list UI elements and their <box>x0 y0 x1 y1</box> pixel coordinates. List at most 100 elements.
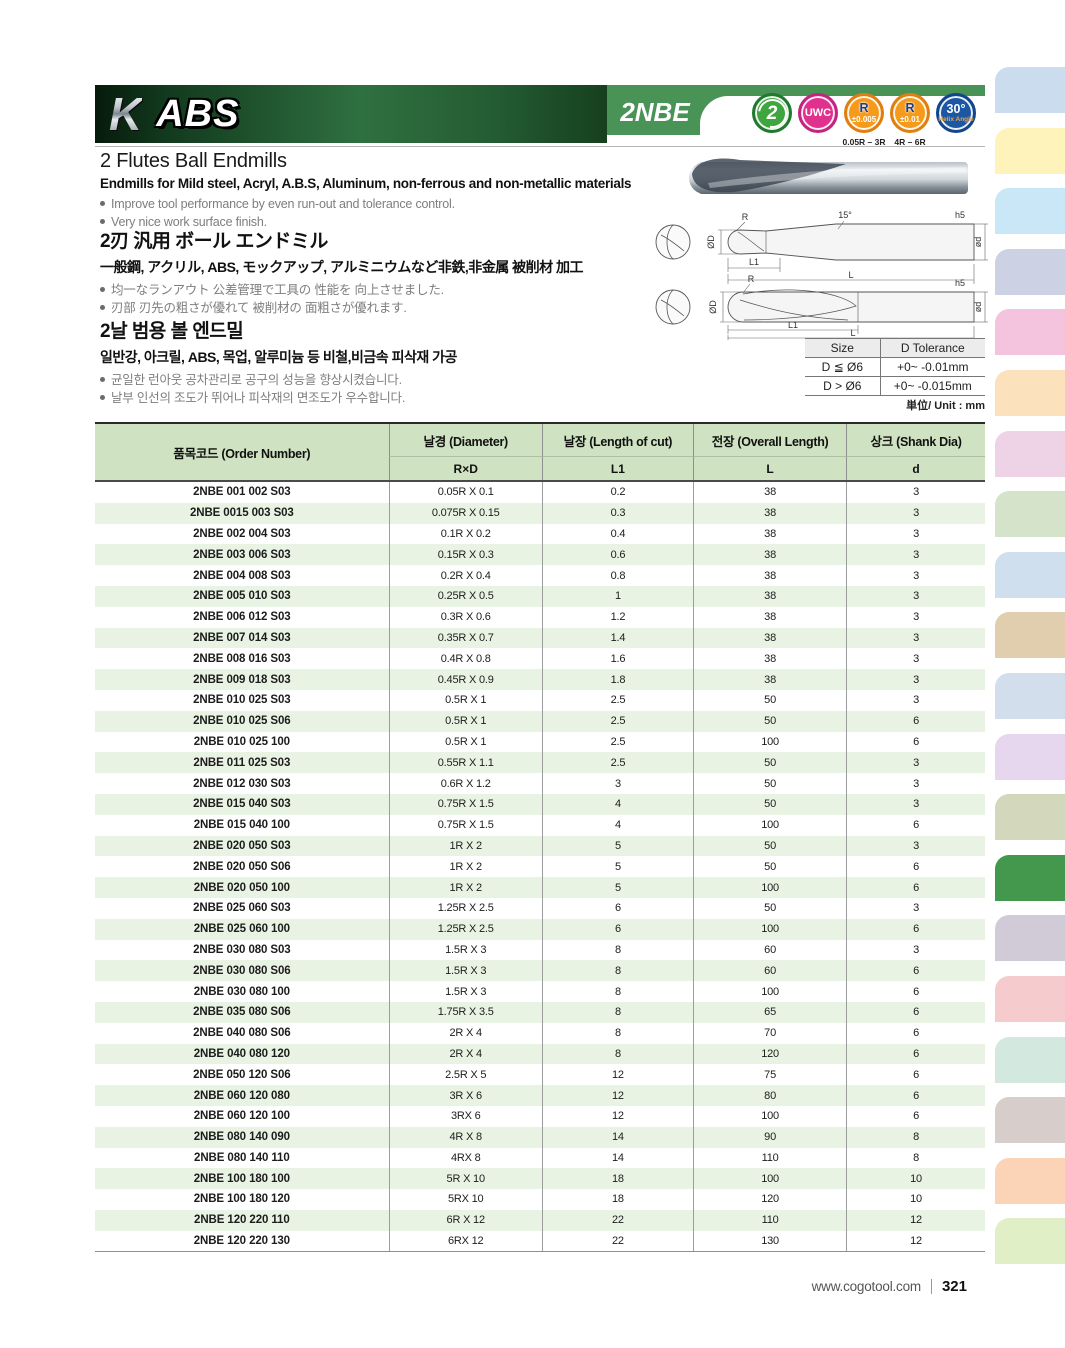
value-cell: 6 <box>846 960 985 982</box>
sidebar-tab-9[interactable] <box>995 551 1065 598</box>
value-cell: 1.75R X 3.5 <box>388 1001 542 1023</box>
value-cell: 1.5R X 3 <box>388 981 542 1002</box>
value-cell: 3 <box>846 544 985 566</box>
sidebar-tab-15[interactable] <box>995 915 1065 962</box>
value-cell: 0.3 <box>541 502 693 524</box>
value-cell: 4R X 8 <box>388 1126 542 1148</box>
value-cell: 8 <box>846 1126 985 1148</box>
value-cell: 12 <box>541 1064 693 1086</box>
value-cell: 3 <box>846 627 985 649</box>
sidebar-tab-11[interactable] <box>995 673 1065 719</box>
order-number-cell: 2NBE 060 120 100 <box>193 1110 290 1123</box>
value-cell: 1R X 2 <box>388 877 542 898</box>
value-cell: 6 <box>846 1001 985 1023</box>
sidebar-tab-13[interactable] <box>995 794 1065 841</box>
sidebar-tab-18[interactable] <box>995 1097 1065 1144</box>
page-number: 321 <box>941 1278 967 1295</box>
table-row: 2NBE 005 010 S03 0.25R X 0.5 1 38 3 <box>95 585 985 607</box>
value-cell: 50 <box>693 773 846 794</box>
value-cell: 10 <box>846 1189 985 1210</box>
order-number-cell: 2NBE 060 120 080 <box>193 1089 290 1102</box>
bullet-icon <box>100 201 105 206</box>
column-subheader-l1: L1 <box>541 456 694 480</box>
value-cell: 6 <box>846 1043 985 1065</box>
table-row: 2NBE 020 050 100 1R X 2 5 100 6 <box>95 877 985 898</box>
sidebar-tab-2[interactable] <box>995 127 1065 174</box>
badge-2-flutes: 2 <box>751 92 793 134</box>
value-cell: 38 <box>693 669 846 690</box>
value-cell: 1.5R X 3 <box>388 939 542 961</box>
value-cell: 6 <box>846 814 985 836</box>
table-row: 2NBE 011 025 S03 0.55R X 1.1 2.5 50 3 <box>95 752 985 774</box>
value-cell: 0.25R X 0.5 <box>388 585 542 607</box>
dim-label-overall-length: L <box>848 270 853 280</box>
sidebar-tab-3[interactable] <box>995 188 1065 235</box>
sidebar-tab-1[interactable] <box>995 67 1065 113</box>
table-row: 2NBE 060 120 100 3RX 6 12 100 6 <box>95 1105 985 1127</box>
value-cell: 0.2 <box>541 482 693 503</box>
value-cell: 3 <box>846 606 985 628</box>
sidebar-tab-10[interactable] <box>995 612 1065 659</box>
intro-section-english: 2 Flutes Ball Endmills Endmills for Mild… <box>100 150 645 231</box>
table-row: 2NBE 010 025 100 0.5R X 1 2.5 100 6 <box>95 731 985 753</box>
sidebar-tab-8[interactable] <box>995 491 1065 538</box>
dim-label-length-of-cut: L1 <box>788 320 798 330</box>
series-label: 2NBE <box>620 97 690 127</box>
column-header-length-of-cut: 날장 (Length of cut) <box>541 424 693 456</box>
value-cell: 6 <box>846 1105 985 1127</box>
sidebar-tab-14-active[interactable] <box>995 854 1065 901</box>
order-number-cell: 2NBE 008 016 S03 <box>193 652 291 665</box>
feature-badge-panel: 2 UWC R ±0.005 0.05R – 3R R ±0.01 4R – 6R 30° Hel… <box>700 92 985 148</box>
value-cell: 60 <box>693 939 846 961</box>
table-row: 2NBE 080 140 090 4R X 8 14 90 8 <box>95 1126 985 1148</box>
table-row: 2NBE 120 220 110 6R X 12 22 110 12 <box>95 1209 985 1231</box>
product-title-en: 2 Flutes Ball Endmills <box>100 150 287 172</box>
intro-section-japanese: 2刃 汎用 ボール エンドミル 一般鋼, アクリル, ABS, モックアップ, … <box>100 226 645 317</box>
value-cell: 12 <box>846 1209 985 1231</box>
column-header-shank-dia: 상크 (Shank Dia) <box>846 424 985 456</box>
value-cell: 38 <box>693 606 846 628</box>
sidebar-tab-5[interactable] <box>995 309 1065 356</box>
bullet-icon <box>100 395 105 401</box>
sidebar-tab-20[interactable] <box>995 1218 1065 1265</box>
table-row: 2NBE 030 080 S06 1.5R X 3 8 60 6 <box>95 960 985 982</box>
sidebar-tab-6[interactable] <box>995 370 1065 416</box>
sidebar-tab-4[interactable] <box>995 248 1065 295</box>
product-subtitle-en: Endmills for Mild steel, Acryl, A.B.S, A… <box>100 176 632 191</box>
product-title-jp: 2刃 汎用 ボール エンドミル <box>100 231 328 252</box>
value-cell: 3 <box>846 585 985 607</box>
value-cell: 5 <box>541 835 693 857</box>
value-cell: 3 <box>846 482 985 503</box>
value-cell: 1 <box>541 585 693 607</box>
order-number-cell: 2NBE 025 060 100 <box>193 923 290 936</box>
value-cell: 50 <box>693 897 846 919</box>
dim-label-radius: R <box>748 274 755 284</box>
order-number-cell: 2NBE 015 040 S03 <box>193 798 291 811</box>
table-row: 2NBE 015 040 S03 0.75R X 1.5 4 50 3 <box>95 793 985 815</box>
order-number-cell: 2NBE 012 030 S03 <box>193 777 291 790</box>
value-cell: 3 <box>846 793 985 815</box>
value-cell: 6 <box>846 710 985 732</box>
brand-bar: K ABS <box>95 85 607 143</box>
spec-table-body: 2NBE 001 002 S03 0.05R X 0.1 0.2 38 3 2NBE 00… <box>95 482 985 1253</box>
table-row: 2NBE 002 004 S03 0.1R X 0.2 0.4 38 3 <box>95 523 985 545</box>
order-number-cell: 2NBE 005 010 S03 <box>193 590 291 603</box>
value-cell: 120 <box>693 1189 846 1210</box>
value-cell: 38 <box>693 585 846 607</box>
sidebar-tab-12[interactable] <box>995 733 1065 780</box>
value-cell: 1R X 2 <box>388 856 542 878</box>
value-cell: 50 <box>693 752 846 774</box>
sidebar-tab-16[interactable] <box>995 976 1065 1022</box>
sidebar-tab-19[interactable] <box>995 1157 1065 1204</box>
table-row: 2NBE 012 030 S03 0.6R X 1.2 3 50 3 <box>95 773 985 794</box>
brand-abs-label: ABS <box>156 92 240 135</box>
sidebar-tab-7[interactable] <box>995 430 1065 477</box>
tolerance-table-row: D ≦ Ø6 +0~ -0.01mm <box>805 357 985 376</box>
order-number-cell: 2NBE 009 018 S03 <box>193 673 291 686</box>
dim-label-taper-angle: 15° <box>838 210 852 220</box>
sidebar-tab-17[interactable] <box>995 1036 1065 1083</box>
value-cell: 2.5 <box>541 710 693 732</box>
value-cell: 12 <box>846 1230 985 1252</box>
order-number-cell: 2NBE 040 080 S06 <box>193 1027 291 1040</box>
website-url[interactable]: www.cogotool.com <box>811 1279 922 1294</box>
